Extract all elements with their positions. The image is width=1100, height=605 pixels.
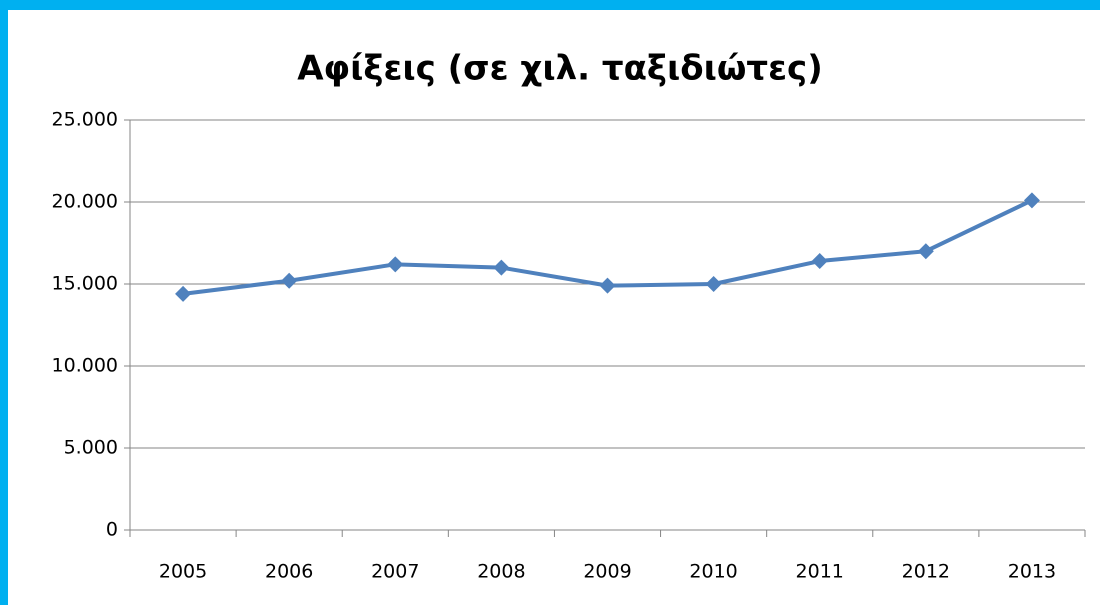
y-tick-label: 25.000 bbox=[52, 109, 118, 131]
chart-title: Αφίξεις (σε χιλ. ταξιδιώτες) bbox=[297, 49, 823, 89]
data-point bbox=[917, 243, 934, 260]
y-tick-label: 5.000 bbox=[64, 437, 118, 459]
x-tick-label: 2006 bbox=[265, 561, 313, 583]
data-point bbox=[599, 277, 616, 294]
chart-background bbox=[8, 10, 1100, 605]
data-point bbox=[705, 276, 722, 292]
x-tick-label: 2007 bbox=[371, 561, 419, 583]
data-point bbox=[281, 272, 298, 289]
x-tick-label: 2012 bbox=[902, 561, 950, 583]
data-point bbox=[387, 256, 404, 273]
x-tick-label: 2013 bbox=[1008, 561, 1056, 583]
x-tick-label: 2011 bbox=[796, 561, 844, 583]
data-point bbox=[1023, 192, 1040, 209]
data-point bbox=[493, 259, 510, 276]
data-point bbox=[175, 285, 192, 302]
y-tick-label: 10.000 bbox=[52, 355, 118, 377]
x-tick-label: 2009 bbox=[583, 561, 631, 583]
y-tick-label: 15.000 bbox=[52, 273, 118, 295]
x-tick-label: 2005 bbox=[159, 561, 207, 583]
x-tick-label: 2008 bbox=[477, 561, 525, 583]
x-tick-label: 2010 bbox=[689, 561, 737, 583]
y-tick-label: 20.000 bbox=[52, 191, 118, 213]
data-point bbox=[811, 253, 828, 270]
y-tick-label: 0 bbox=[106, 519, 118, 541]
